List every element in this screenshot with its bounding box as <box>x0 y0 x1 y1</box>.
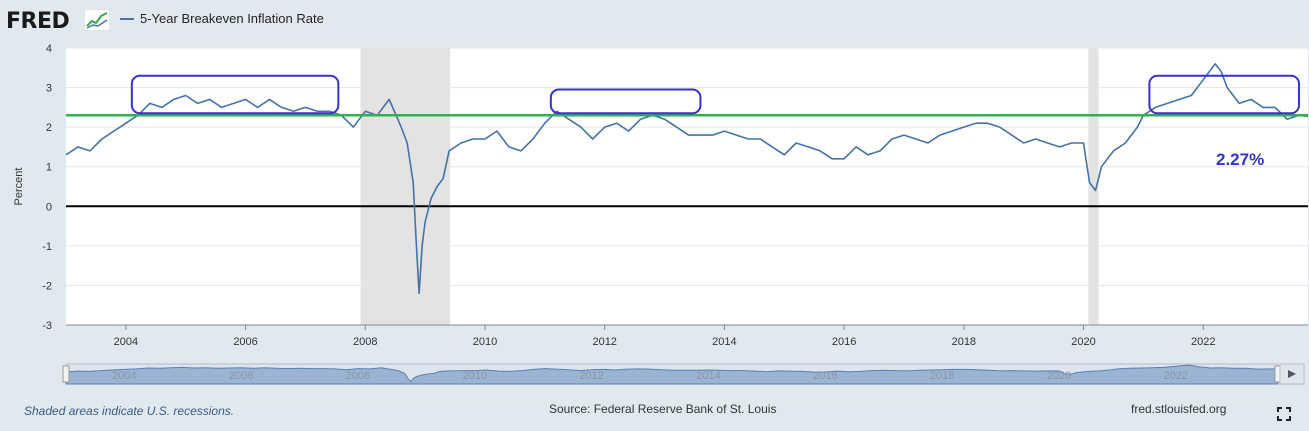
navigator-tick-label: 2010 <box>463 370 487 382</box>
x-tick-label: 2018 <box>952 336 976 348</box>
annotation-label: 2.27% <box>1216 150 1264 169</box>
scroll-arrow-icon <box>1288 370 1296 378</box>
y-tick-label: 0 <box>46 201 52 213</box>
navigator-tick-label: 2004 <box>112 370 136 382</box>
navigator-tick-label: 2014 <box>696 370 720 382</box>
x-tick-label: 2014 <box>712 336 736 348</box>
highlight-box <box>1148 74 1301 115</box>
fullscreen-icon[interactable] <box>1277 407 1291 421</box>
recession-note: Shaded areas indicate U.S. recessions. <box>24 404 235 418</box>
legend: 5-Year Breakeven Inflation Rate <box>120 11 324 26</box>
y-axis-label: Percent <box>13 168 25 206</box>
navigator-tick-label: 2022 <box>1164 370 1188 382</box>
x-tick-label: 2020 <box>1071 336 1095 348</box>
y-tick-label: 1 <box>46 162 52 174</box>
chart-area: -3 -2 -1 0 1 2 3 4 2004 2006 2008 2010 2012 2014 2016 2… <box>13 43 1309 385</box>
navigator-tick-label: 2018 <box>930 370 954 382</box>
highlight-box <box>130 74 340 115</box>
x-tick-label: 2012 <box>592 336 616 348</box>
y-tick-label: 3 <box>46 83 52 95</box>
series-line <box>65 62 1309 295</box>
x-tick-label: 2004 <box>114 336 138 348</box>
highlight-box <box>549 88 702 115</box>
x-tick-label: 2022 <box>1191 336 1215 348</box>
y-tick-label: 2 <box>46 122 52 134</box>
line-chart-icon <box>84 9 110 31</box>
navigator-tick-label: 2012 <box>579 370 603 382</box>
navigator-tick-label: 2006 <box>229 370 253 382</box>
y-tick-label: 4 <box>46 43 52 55</box>
legend-swatch <box>120 17 134 20</box>
navigator-tick-label: 2020 <box>1047 370 1071 382</box>
y-tick-label: -1 <box>42 241 52 253</box>
source-text: Source: Federal Reserve Bank of St. Loui… <box>549 402 777 416</box>
navigator-tick-label: 2008 <box>346 370 370 382</box>
x-tick-label: 2010 <box>473 336 497 348</box>
fred-logo[interactable]: FRED <box>6 9 70 34</box>
site-link[interactable]: fred.stlouisfed.org <box>1131 402 1227 416</box>
y-tick-label: -2 <box>42 280 52 292</box>
navigator-handle-left[interactable] <box>62 365 70 383</box>
x-tick-label: 2008 <box>353 336 377 348</box>
navigator-area <box>65 364 1279 385</box>
x-tick-label: 2016 <box>832 336 856 348</box>
y-tick-label: -3 <box>42 320 52 332</box>
chart-header: FRED 5-Year Breakeven Inflation Rate <box>0 0 1309 40</box>
plot-background <box>66 48 1308 325</box>
navigator-tick-label: 2016 <box>813 370 837 382</box>
recession-band <box>360 48 451 325</box>
x-tick-label: 2006 <box>233 336 257 348</box>
legend-label: 5-Year Breakeven Inflation Rate <box>140 11 324 26</box>
